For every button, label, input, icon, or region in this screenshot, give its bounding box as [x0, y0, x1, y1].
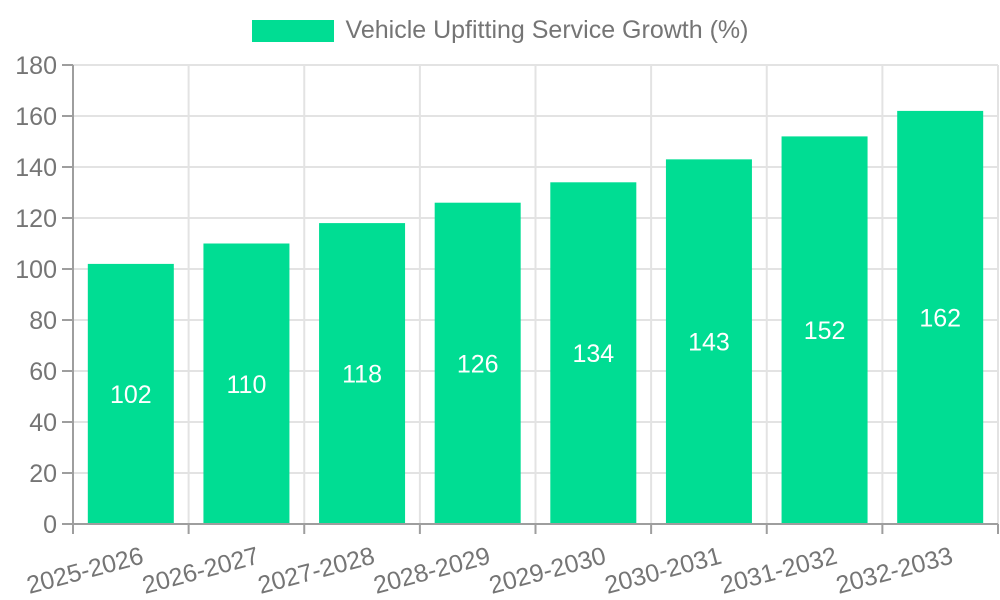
y-tick-label: 80: [29, 307, 57, 335]
y-tick-label: 40: [29, 409, 57, 437]
x-tick-label: 2030-2031: [602, 542, 725, 600]
x-tick-label: 2026-2027: [139, 542, 262, 600]
y-tick-label: 60: [29, 358, 57, 386]
bar-value-label: 162: [919, 304, 961, 332]
x-tick-label: 2027-2028: [255, 542, 378, 600]
bar-value-label: 126: [457, 350, 499, 378]
y-tick-label: 160: [15, 103, 57, 131]
bar-value-label: 134: [572, 340, 614, 368]
x-tick-label: 2031-2032: [717, 542, 840, 600]
y-tick-label: 180: [15, 52, 57, 80]
y-tick-label: 120: [15, 205, 57, 233]
bar[interactable]: [319, 223, 406, 524]
bar-value-label: 118: [342, 361, 382, 389]
bar[interactable]: [87, 263, 174, 524]
bar[interactable]: [203, 243, 290, 525]
y-tick-label: 100: [15, 256, 57, 284]
legend-label[interactable]: Vehicle Upfitting Service Growth (%): [345, 16, 749, 44]
bar-value-label: 102: [110, 381, 152, 409]
y-tick-label: 20: [29, 460, 57, 488]
x-tick-label: 2032-2033: [833, 542, 956, 600]
x-tick-label: 2029-2030: [486, 542, 609, 600]
bar[interactable]: [550, 182, 637, 525]
bar-value-label: 152: [804, 317, 846, 345]
bar[interactable]: [434, 202, 521, 524]
y-tick-label: 140: [15, 154, 57, 182]
legend-swatch[interactable]: [251, 19, 334, 42]
bar-value-label: 143: [688, 329, 730, 357]
bar[interactable]: [665, 159, 752, 524]
bar[interactable]: [897, 110, 984, 525]
x-tick-label: 2028-2029: [371, 542, 494, 600]
legend[interactable]: Vehicle Upfitting Service Growth (%): [0, 16, 1000, 45]
bar-value-label: 110: [227, 371, 267, 399]
bar[interactable]: [781, 136, 868, 524]
x-tick-label: 2025-2026: [24, 542, 147, 600]
y-tick-label: 0: [43, 511, 57, 539]
